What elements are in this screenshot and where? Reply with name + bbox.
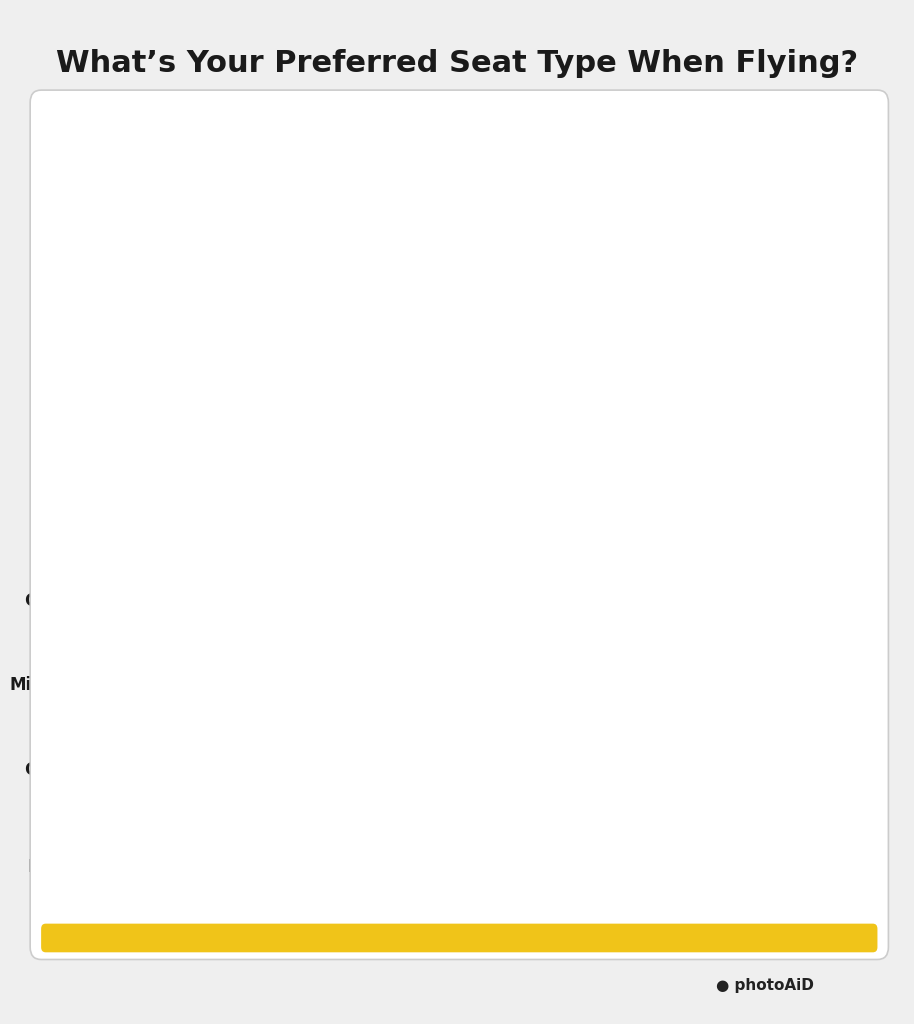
Text: 53.32%: 53.32% bbox=[276, 676, 337, 691]
Text: 14.16%: 14.16% bbox=[703, 676, 764, 691]
Bar bbox=[130, 746, 441, 791]
Bar bbox=[130, 407, 793, 451]
Text: 1.92%: 1.92% bbox=[800, 677, 848, 690]
Bar bbox=[441, 746, 673, 791]
Text: 1.84%: 1.84% bbox=[800, 422, 849, 436]
Text: ● photoAiD: ● photoAiD bbox=[716, 978, 813, 992]
Bar bbox=[130, 577, 793, 621]
Text: 8.78%: 8.78% bbox=[739, 591, 790, 606]
Text: 30.59%: 30.59% bbox=[555, 676, 616, 691]
Bar bbox=[783, 322, 793, 366]
Bar bbox=[130, 577, 580, 621]
Bar bbox=[789, 492, 793, 536]
Text: 12.4%: 12.4% bbox=[717, 337, 767, 351]
Text: 23.31%: 23.31% bbox=[628, 591, 688, 606]
Bar bbox=[673, 746, 773, 791]
Bar bbox=[130, 831, 586, 876]
Bar bbox=[561, 492, 724, 536]
Text: 12.5%: 12.5% bbox=[727, 846, 778, 860]
Text: What’s Your Preferred Seat Type When Flying?: What’s Your Preferred Seat Type When Fly… bbox=[56, 49, 858, 78]
Bar bbox=[692, 407, 781, 451]
Bar bbox=[781, 662, 793, 706]
Bar bbox=[669, 831, 710, 876]
Bar bbox=[773, 746, 793, 791]
Bar bbox=[735, 577, 793, 621]
Bar bbox=[781, 407, 793, 451]
FancyBboxPatch shape bbox=[113, 296, 810, 392]
Bar bbox=[586, 831, 669, 876]
Text: 15.15%: 15.15% bbox=[693, 761, 754, 776]
Bar bbox=[130, 407, 491, 451]
Bar bbox=[130, 746, 793, 791]
Bar bbox=[130, 322, 513, 366]
Text: 34.85%: 34.85% bbox=[526, 761, 588, 776]
Bar bbox=[130, 492, 561, 536]
Text: 57.7%: 57.7% bbox=[296, 337, 347, 351]
Text: 6.25%: 6.25% bbox=[684, 830, 696, 876]
Bar bbox=[580, 577, 735, 621]
Text: 1.6%: 1.6% bbox=[800, 337, 839, 351]
Bar bbox=[686, 662, 781, 706]
Text: 9.86%: 9.86% bbox=[731, 506, 781, 521]
Legend: Window seat, Middle seat, Aisle seat, I don’t have a consistent preference: Window seat, Middle seat, Aisle seat, I … bbox=[51, 160, 688, 174]
Text: 30.26%: 30.26% bbox=[561, 421, 622, 436]
Bar bbox=[724, 492, 789, 536]
Bar bbox=[130, 322, 793, 366]
Bar bbox=[130, 831, 793, 876]
Bar bbox=[130, 492, 793, 536]
Text: 64.97%: 64.97% bbox=[315, 506, 376, 521]
Text: 0.68%: 0.68% bbox=[800, 507, 848, 520]
Bar bbox=[484, 662, 686, 706]
Bar bbox=[491, 407, 692, 451]
Bar bbox=[701, 322, 783, 366]
Bar bbox=[130, 662, 484, 706]
Text: 24.49%: 24.49% bbox=[612, 506, 673, 521]
Text: 3.03%: 3.03% bbox=[800, 761, 848, 775]
Text: 67.91%: 67.91% bbox=[324, 591, 386, 606]
Text: 68.75%: 68.75% bbox=[327, 846, 388, 860]
Text: 12.5%: 12.5% bbox=[602, 846, 654, 860]
Text: 54.38%: 54.38% bbox=[280, 421, 341, 436]
Text: 13.52%: 13.52% bbox=[706, 421, 767, 436]
Text: 46.97%: 46.97% bbox=[255, 761, 316, 776]
Bar bbox=[130, 662, 793, 706]
Text: 28.3%: 28.3% bbox=[581, 337, 632, 351]
Bar bbox=[710, 831, 793, 876]
Bar bbox=[513, 322, 701, 366]
